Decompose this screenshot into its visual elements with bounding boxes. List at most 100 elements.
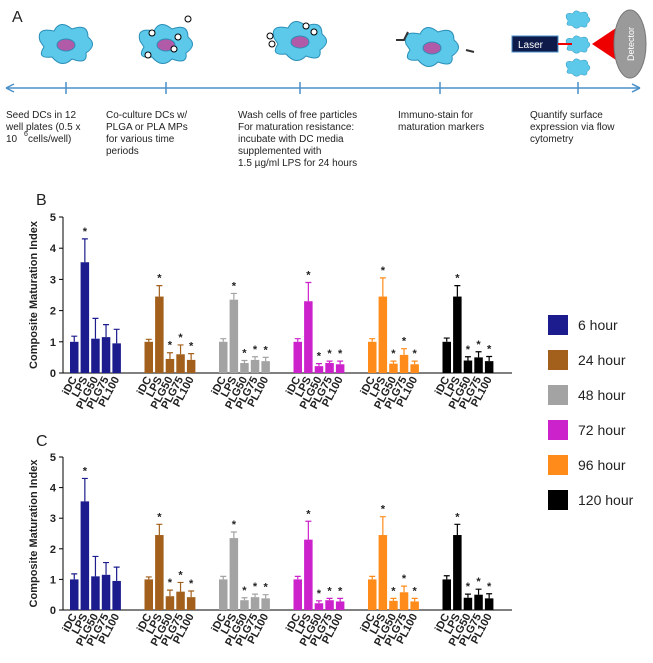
significance: * bbox=[381, 504, 386, 516]
bar bbox=[186, 359, 196, 373]
chart: Composite Maturation Index012345iDC*LPSP… bbox=[28, 212, 512, 411]
bar bbox=[250, 597, 260, 610]
error-bar bbox=[337, 597, 344, 602]
significance: * bbox=[413, 348, 418, 360]
bar bbox=[240, 363, 249, 373]
bar bbox=[314, 603, 324, 610]
bar bbox=[484, 361, 494, 373]
bar bbox=[474, 357, 483, 373]
error-bar bbox=[369, 575, 376, 580]
error-bar bbox=[166, 589, 173, 597]
error-bar bbox=[454, 285, 461, 297]
bar bbox=[80, 501, 90, 610]
bar bbox=[378, 535, 388, 610]
legend-swatch bbox=[548, 385, 568, 405]
error-bar bbox=[220, 575, 227, 580]
error-bar bbox=[103, 561, 110, 575]
bar bbox=[112, 343, 121, 373]
legend-label: 72 hour bbox=[578, 422, 626, 438]
bar bbox=[155, 296, 164, 373]
error-bar bbox=[252, 356, 259, 360]
error-bar bbox=[305, 520, 312, 540]
error-bar bbox=[241, 597, 248, 601]
laser-label: Laser bbox=[518, 40, 544, 51]
error-bar bbox=[486, 355, 493, 362]
error-bar bbox=[230, 531, 237, 539]
bar bbox=[335, 364, 345, 373]
y-tick-label: 2 bbox=[50, 544, 56, 556]
bar bbox=[304, 539, 313, 610]
error-bar bbox=[188, 590, 195, 598]
error-bar bbox=[92, 317, 99, 339]
y-tick-label: 3 bbox=[50, 274, 56, 286]
bar bbox=[219, 579, 228, 610]
significance: * bbox=[466, 581, 471, 593]
step-text: For maturation resistance: bbox=[238, 122, 354, 133]
significance: * bbox=[455, 273, 460, 285]
y-tick-label: 1 bbox=[50, 337, 56, 349]
significance: * bbox=[317, 351, 322, 363]
significance: * bbox=[242, 348, 247, 360]
error-bar bbox=[252, 593, 259, 598]
bar bbox=[91, 338, 100, 373]
legend-swatch bbox=[548, 315, 568, 335]
error-bar bbox=[337, 360, 344, 365]
significance: * bbox=[168, 577, 173, 589]
bar bbox=[91, 576, 100, 610]
error-bar bbox=[294, 575, 301, 580]
bar bbox=[442, 579, 451, 610]
bar bbox=[165, 358, 175, 373]
error-bar bbox=[379, 277, 386, 297]
bar bbox=[112, 580, 121, 610]
error-bar bbox=[166, 352, 173, 359]
error-bar bbox=[220, 338, 227, 342]
y-tick-label: 3 bbox=[50, 513, 56, 525]
bar bbox=[368, 579, 377, 610]
bar bbox=[463, 597, 473, 610]
bar bbox=[304, 301, 313, 373]
bar bbox=[325, 600, 334, 610]
significance: * bbox=[83, 226, 88, 238]
y-tick-label: 2 bbox=[50, 306, 56, 318]
bar bbox=[176, 354, 185, 373]
error-bar bbox=[103, 324, 110, 338]
significance: * bbox=[327, 348, 332, 360]
bar bbox=[368, 341, 377, 373]
panel-label: A bbox=[12, 9, 23, 26]
y-tick-label: 0 bbox=[50, 605, 56, 617]
significance: * bbox=[264, 344, 269, 356]
step-text: Quantify surface bbox=[530, 110, 603, 121]
error-bar bbox=[390, 597, 397, 601]
bar bbox=[250, 359, 260, 373]
significance: * bbox=[466, 344, 471, 356]
significance: * bbox=[338, 348, 343, 360]
y-axis-label: Composite Maturation Index bbox=[28, 220, 40, 369]
error-bar bbox=[464, 356, 471, 361]
significance: * bbox=[178, 569, 183, 581]
step-text: 1.5 µg/ml LPS for 24 hours bbox=[238, 158, 357, 169]
error-bar bbox=[379, 516, 386, 536]
bar bbox=[474, 594, 483, 610]
bar bbox=[293, 579, 302, 610]
error-bar bbox=[369, 338, 376, 342]
significance: * bbox=[242, 585, 247, 597]
y-axis-label: Composite Maturation Index bbox=[28, 459, 40, 608]
timeline-ticks bbox=[65, 82, 579, 94]
significance: * bbox=[189, 341, 194, 353]
error-bar bbox=[145, 576, 152, 580]
bar bbox=[261, 361, 270, 373]
significance: * bbox=[232, 280, 237, 292]
step-text: Wash cells of free particles bbox=[238, 110, 357, 121]
step-text: supplemented with bbox=[238, 146, 321, 157]
panel-label: C bbox=[36, 433, 48, 450]
error-bar bbox=[71, 573, 78, 580]
legend-swatch bbox=[548, 490, 568, 510]
chart: Composite Maturation Index012345iDC*LPSP… bbox=[28, 452, 512, 648]
error-bar bbox=[81, 238, 88, 263]
bar bbox=[229, 299, 239, 373]
significance: * bbox=[381, 265, 386, 277]
significance: * bbox=[455, 511, 460, 523]
detector bbox=[613, 9, 647, 79]
significance: * bbox=[402, 573, 407, 585]
error-bar bbox=[177, 581, 184, 592]
